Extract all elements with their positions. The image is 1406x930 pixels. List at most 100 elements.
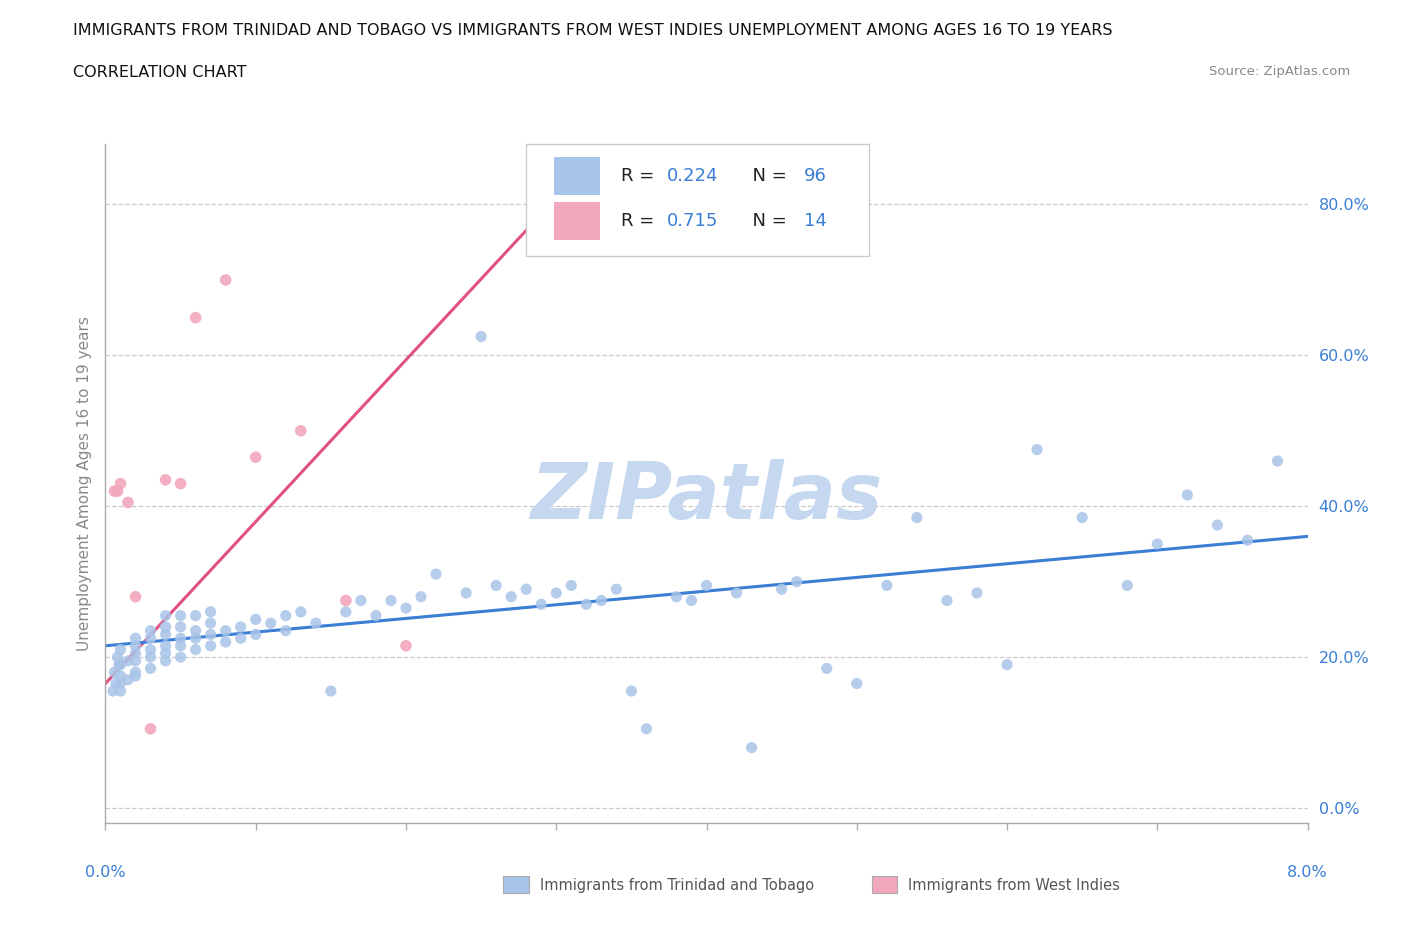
Point bbox=[786, 574, 808, 589]
Point bbox=[876, 578, 898, 593]
Point bbox=[364, 608, 387, 623]
Point bbox=[470, 329, 492, 344]
Point bbox=[350, 593, 373, 608]
Point bbox=[124, 646, 146, 661]
Point bbox=[290, 423, 312, 438]
Text: Immigrants from Trinidad and Tobago: Immigrants from Trinidad and Tobago bbox=[540, 878, 814, 893]
Point bbox=[107, 650, 129, 665]
Point bbox=[665, 590, 688, 604]
Point bbox=[305, 616, 328, 631]
Point bbox=[620, 684, 643, 698]
Point bbox=[155, 646, 177, 661]
Point bbox=[124, 590, 146, 604]
Point bbox=[139, 661, 162, 676]
Point bbox=[139, 623, 162, 638]
Point bbox=[995, 658, 1018, 672]
Point bbox=[169, 476, 191, 491]
Text: N =: N = bbox=[741, 212, 793, 230]
Point bbox=[681, 593, 703, 608]
Point bbox=[229, 631, 252, 645]
Point bbox=[260, 616, 283, 631]
Point bbox=[696, 578, 718, 593]
Point bbox=[155, 638, 177, 653]
Point bbox=[200, 627, 222, 642]
Point bbox=[110, 676, 132, 691]
Point bbox=[395, 601, 418, 616]
Point bbox=[124, 654, 146, 669]
Point bbox=[103, 665, 125, 680]
Text: CORRELATION CHART: CORRELATION CHART bbox=[73, 65, 246, 80]
Point bbox=[124, 665, 146, 680]
Text: N =: N = bbox=[741, 167, 793, 185]
Point bbox=[274, 608, 297, 623]
Point bbox=[155, 619, 177, 634]
Point bbox=[1116, 578, 1139, 593]
Point bbox=[184, 623, 207, 638]
Point bbox=[200, 604, 222, 619]
Point bbox=[245, 450, 267, 465]
Point bbox=[169, 619, 191, 634]
Point bbox=[770, 582, 793, 597]
Text: 14: 14 bbox=[804, 212, 827, 230]
Point bbox=[107, 484, 129, 498]
Text: Source: ZipAtlas.com: Source: ZipAtlas.com bbox=[1209, 65, 1350, 78]
Point bbox=[184, 642, 207, 657]
Text: 0.224: 0.224 bbox=[666, 167, 718, 185]
Point bbox=[274, 623, 297, 638]
Point bbox=[1206, 518, 1229, 533]
Point bbox=[110, 642, 132, 657]
Point bbox=[335, 593, 357, 608]
Point bbox=[110, 476, 132, 491]
Point bbox=[515, 582, 537, 597]
Point bbox=[905, 510, 928, 525]
Point bbox=[184, 608, 207, 623]
Point bbox=[409, 590, 432, 604]
Point bbox=[425, 566, 447, 581]
Point bbox=[454, 586, 477, 601]
Point bbox=[395, 638, 418, 653]
Point bbox=[845, 676, 868, 691]
Point bbox=[139, 650, 162, 665]
Point bbox=[245, 627, 267, 642]
Point bbox=[605, 582, 627, 597]
Point bbox=[103, 484, 125, 498]
Point bbox=[1071, 510, 1094, 525]
FancyBboxPatch shape bbox=[554, 157, 599, 195]
Point bbox=[139, 631, 162, 645]
Point bbox=[1175, 487, 1198, 502]
Point bbox=[117, 495, 139, 510]
Point bbox=[155, 627, 177, 642]
Point bbox=[155, 472, 177, 487]
Point bbox=[169, 638, 191, 653]
Text: 8.0%: 8.0% bbox=[1288, 865, 1327, 880]
Text: 0.715: 0.715 bbox=[666, 212, 718, 230]
Text: 0.0%: 0.0% bbox=[86, 865, 125, 880]
Point bbox=[169, 650, 191, 665]
Point bbox=[1026, 443, 1049, 458]
Point bbox=[815, 661, 838, 676]
Point bbox=[139, 722, 162, 737]
FancyBboxPatch shape bbox=[554, 202, 599, 240]
FancyBboxPatch shape bbox=[526, 144, 869, 256]
Text: Immigrants from West Indies: Immigrants from West Indies bbox=[908, 878, 1121, 893]
Point bbox=[169, 608, 191, 623]
Point bbox=[936, 593, 959, 608]
Point bbox=[110, 684, 132, 698]
Point bbox=[214, 634, 236, 649]
Point bbox=[725, 586, 748, 601]
Point bbox=[591, 593, 613, 608]
Text: ZIPatlas: ZIPatlas bbox=[530, 459, 883, 535]
Point bbox=[139, 642, 162, 657]
Point bbox=[245, 612, 267, 627]
Point bbox=[155, 608, 177, 623]
Point bbox=[108, 658, 131, 672]
Point bbox=[636, 722, 658, 737]
Point bbox=[124, 631, 146, 645]
Point bbox=[290, 604, 312, 619]
Point bbox=[214, 623, 236, 638]
Point bbox=[117, 654, 139, 669]
Point bbox=[124, 669, 146, 684]
Point bbox=[169, 631, 191, 645]
Point bbox=[101, 684, 124, 698]
Point bbox=[741, 740, 763, 755]
